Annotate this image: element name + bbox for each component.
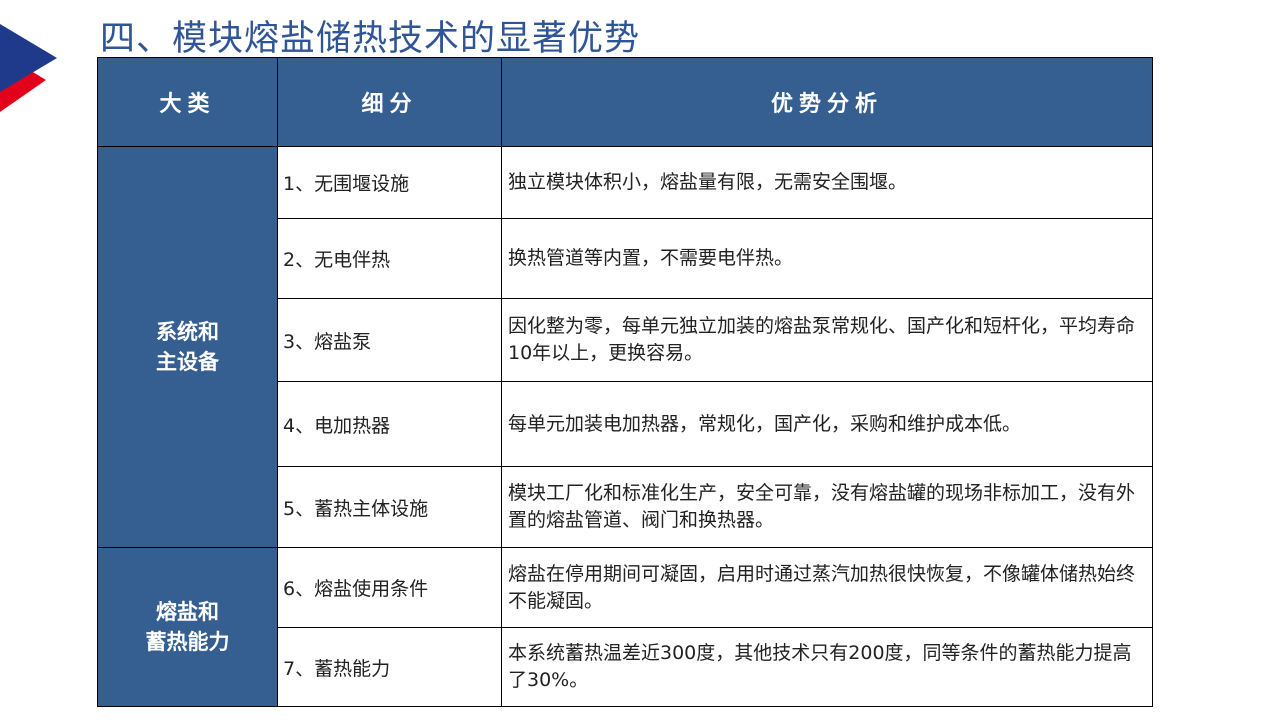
table-row: 熔盐和 蓄热能力 6、熔盐使用条件 熔盐在停用期间可凝固，启用时通过蒸汽加热很快恢复，…	[97, 547, 1153, 707]
analysis-cell: 因化整为零，每单元独立加装的熔盐泵常规化、国产化和短杆化，平均寿命10年以上，更…	[501, 298, 1153, 382]
header-subcategory: 细分	[277, 57, 502, 147]
table-row: 4、电加热器 每单元加装电加热器，常规化，国产化，采购和维护成本低。	[98, 381, 1153, 467]
table-row: 7、蓄热能力 本系统蓄热温差近300度，其他技术只有200度，同等条件的蓄热能力提…	[98, 627, 1153, 707]
table-row: 2、无电伴热 换热管道等内置，不需要电伴热。	[98, 218, 1153, 299]
subcategory-cell: 5、蓄热主体设施	[277, 466, 502, 548]
header-category: 大类	[97, 57, 278, 147]
category-label: 主设备	[156, 350, 219, 374]
analysis-cell: 本系统蓄热温差近300度，其他技术只有200度，同等条件的蓄热能力提高了30%。	[501, 627, 1153, 707]
advantages-table: 大类 细分 优势分析 系统和 主设备 1、无围堰设施 独立模块体积小，熔盐量有限，无需…	[97, 57, 1153, 707]
analysis-cell: 换热管道等内置，不需要电伴热。	[501, 218, 1153, 299]
table-row: 5、蓄热主体设施 模块工厂化和标准化生产，安全可靠，没有熔盐罐的现场非标加工，没有…	[98, 466, 1153, 548]
subcategory-cell: 7、蓄热能力	[277, 627, 502, 707]
category-label: 系统和	[156, 320, 219, 344]
subcategory-cell: 1、无围堰设施	[277, 146, 502, 219]
subcategory-cell: 2、无电伴热	[277, 218, 502, 299]
analysis-cell: 独立模块体积小，熔盐量有限，无需安全围堰。	[501, 146, 1153, 219]
page-title: 四、模块熔盐储热技术的显著优势	[100, 19, 641, 59]
table-header-row: 大类 细分 优势分析	[97, 57, 1153, 147]
analysis-cell: 模块工厂化和标准化生产，安全可靠，没有熔盐罐的现场非标加工，没有外置的熔盐管道、…	[501, 466, 1153, 548]
table-row: 3、熔盐泵 因化整为零，每单元独立加装的熔盐泵常规化、国产化和短杆化，平均寿命10…	[98, 298, 1153, 382]
subcategory-cell: 4、电加热器	[277, 381, 502, 467]
analysis-cell: 每单元加装电加热器，常规化，国产化，采购和维护成本低。	[501, 381, 1153, 467]
logo-arrow-icon	[0, 24, 57, 112]
table-row: 系统和 主设备 1、无围堰设施 独立模块体积小，熔盐量有限，无需安全围堰。	[97, 146, 1153, 548]
subcategory-cell: 3、熔盐泵	[277, 298, 502, 382]
analysis-cell: 熔盐在停用期间可凝固，启用时通过蒸汽加热很快恢复，不像罐体储热始终不能凝固。	[501, 547, 1153, 628]
category-cell: 系统和 主设备	[97, 146, 278, 548]
header-analysis: 优势分析	[501, 57, 1153, 147]
category-label: 熔盐和	[156, 600, 219, 624]
category-cell: 熔盐和 蓄热能力	[97, 547, 278, 707]
subcategory-cell: 6、熔盐使用条件	[277, 547, 502, 628]
category-label: 蓄热能力	[145, 630, 230, 654]
